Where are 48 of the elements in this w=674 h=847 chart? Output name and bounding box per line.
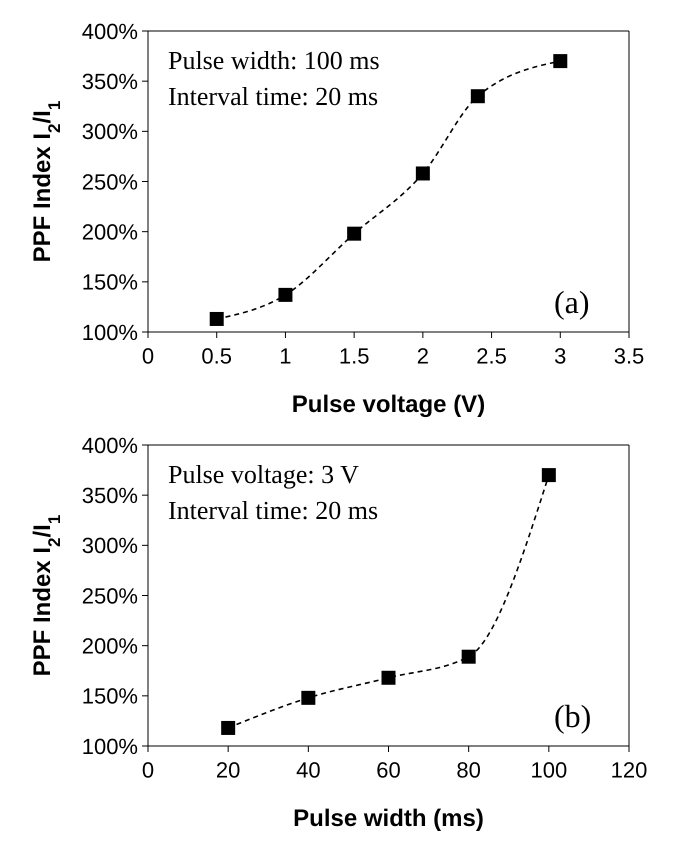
y-tick-label: 200% [82,219,138,244]
x-tick-label: 2 [416,344,429,369]
x-axis-title: Pulse voltage (V) [292,391,486,418]
point [221,720,236,735]
point [553,54,568,68]
y-tick-label: 100% [82,734,138,759]
y-tick-label: 250% [82,583,138,608]
x-tick-label: 2.5 [476,344,507,369]
point [278,288,292,302]
y-tick-label: 350% [82,68,138,94]
y-tick-label: 250% [82,169,138,194]
y-tick-label: 100% [82,320,138,345]
annotation: Interval time: 20 ms [168,496,378,526]
point [542,468,556,482]
x-axis-title: Pulse width (ms) [293,805,484,832]
x-tick-label: 3 [554,344,566,369]
x-tick-label: 0 [142,344,154,369]
x-tick-label: 100 [530,758,568,783]
y-tick-label: 300% [82,533,138,558]
y-tick-label: 400% [82,18,138,44]
y-tick-label: 150% [82,684,138,709]
x-tick-label: 3.5 [614,344,644,369]
annotation: Interval time: 20 ms [168,82,378,112]
y-tick-label: 350% [82,482,138,508]
x-tick-label: 60 [376,758,401,783]
point [347,226,362,241]
point [462,650,476,664]
y-tick-label: 150% [82,270,138,295]
annotation: (b) [554,698,592,735]
y-tick-label: 200% [82,633,138,658]
x-tick-label: 40 [296,758,321,783]
annotation: Pulse width: 100 ms [168,46,380,76]
annotation: (a) [554,284,590,321]
y-tick-label: 400% [82,432,138,458]
x-tick-label: 1.5 [338,344,370,369]
x-tick-label: 1 [279,344,292,369]
x-tick-label: 80 [456,758,481,783]
point [210,312,224,326]
point [382,670,396,685]
x-tick-label: 0 [142,758,154,783]
annotation: Pulse voltage: 3 V [168,460,359,490]
x-tick-label: 120 [610,758,648,783]
y-tick-label: 300% [82,119,138,144]
point [416,166,430,180]
point [301,690,316,705]
x-tick-label: 20 [216,758,240,783]
point [470,89,485,104]
x-tick-label: 0.5 [201,344,232,369]
